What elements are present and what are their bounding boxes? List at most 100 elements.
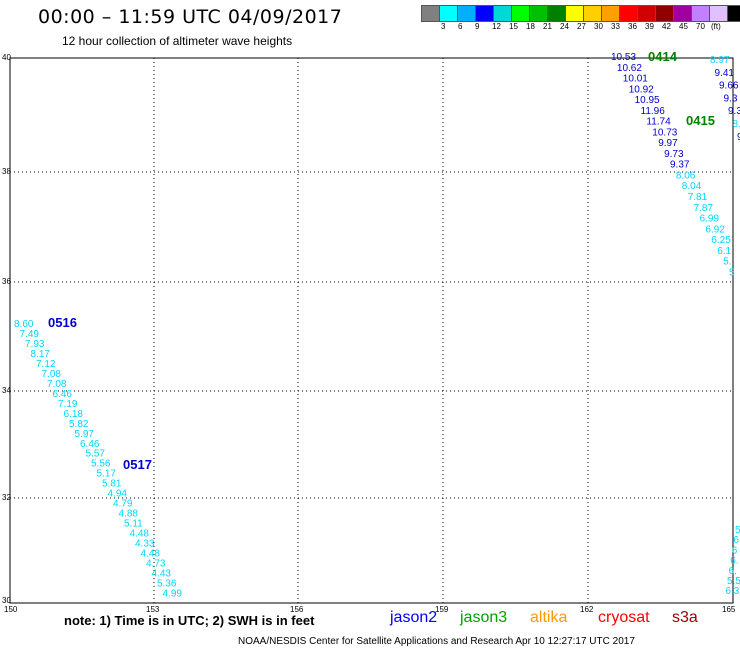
wave-height-value: 5.82 bbox=[69, 419, 89, 430]
wave-height-value: 5 bbox=[735, 525, 740, 536]
wave-height-value: 7.81 bbox=[688, 192, 708, 203]
wave-height-value: 4.48 bbox=[130, 529, 150, 540]
wave-height-value: 4.94 bbox=[108, 489, 128, 500]
satellite-name: s3a bbox=[672, 609, 698, 626]
lat-axis-label: 40 bbox=[2, 53, 11, 62]
legend-label: 9 bbox=[475, 22, 480, 31]
wave-height-value: 7.93 bbox=[25, 339, 45, 350]
footer-credit: NOAA/NESDIS Center for Satellite Applica… bbox=[238, 636, 635, 647]
color-legend-labels: 3 6 9 12 15 18 21 24 27 30 33 36 39 42 45 70 (ft) bbox=[422, 22, 740, 32]
wave-height-value: 8.06 bbox=[676, 170, 696, 181]
wave-height-value: 7.08 bbox=[42, 369, 62, 380]
wave-height-value: 5.36 bbox=[157, 578, 177, 589]
wave-height-value: 9.41 bbox=[715, 68, 735, 79]
page-title: 00:00 – 11:59 UTC 04/09/2017 bbox=[38, 6, 343, 28]
wave-height-value: 4.43 bbox=[152, 569, 172, 580]
satellite-name: altika bbox=[530, 609, 568, 626]
wave-height-value: 11.74 bbox=[646, 117, 671, 128]
wave-height-value: 10.53 bbox=[611, 52, 636, 63]
wave-height-value: 9.66 bbox=[719, 81, 739, 92]
lon-axis-label: 150 bbox=[4, 605, 18, 614]
legend-label: 15 bbox=[509, 22, 518, 31]
color-legend bbox=[421, 5, 740, 22]
pass-time-label: 0415 bbox=[686, 113, 715, 128]
wave-height-value: 4.99 bbox=[163, 588, 183, 599]
legend-label: 36 bbox=[628, 22, 637, 31]
wave-height-value: 7.12 bbox=[36, 359, 56, 370]
wave-height-value: 9.3 bbox=[728, 106, 740, 117]
wave-height-value: 4.79 bbox=[113, 499, 133, 510]
wave-height-value: 9.37 bbox=[670, 160, 690, 171]
wave-height-value: 6.3 bbox=[725, 586, 739, 597]
wave-height-value: 4.73 bbox=[146, 559, 166, 570]
wave-height-value: 8. bbox=[733, 119, 740, 130]
wave-height-value: 9.3 bbox=[724, 93, 738, 104]
legend-label: (ft) bbox=[711, 22, 721, 31]
lon-axis-label: 156 bbox=[290, 605, 304, 614]
legend-label: 42 bbox=[662, 22, 671, 31]
wave-height-value: 6.18 bbox=[64, 409, 84, 420]
wave-height-value: 7.08 bbox=[47, 379, 67, 390]
wave-height-value: 10.62 bbox=[617, 63, 642, 74]
lon-axis-label: 153 bbox=[146, 605, 160, 614]
wave-height-value: 8.17 bbox=[31, 349, 51, 360]
wave-height-value: 5 bbox=[729, 267, 735, 278]
wave-height-value: 5.5 bbox=[727, 576, 740, 587]
legend-label: 24 bbox=[560, 22, 569, 31]
wave-height-value: 7.87 bbox=[694, 203, 714, 214]
satellite-name: jason3 bbox=[460, 609, 508, 626]
wave-height-value: 8.60 bbox=[14, 319, 34, 330]
wave-height-value: 11.96 bbox=[641, 106, 666, 117]
wave-height-value: 4.48 bbox=[141, 549, 161, 560]
footer-note: note: 1) Time is in UTC; 2) SWH is in fe… bbox=[64, 613, 315, 628]
wave-height-value: 5.57 bbox=[86, 449, 106, 460]
wave-height-value: 6.92 bbox=[705, 224, 725, 235]
wave-height-value: 6 bbox=[732, 545, 738, 556]
legend-label: 39 bbox=[645, 22, 654, 31]
wave-height-value: 10.73 bbox=[652, 127, 677, 138]
wave-height-value: 6 bbox=[733, 535, 739, 546]
pass-time-label: 0516 bbox=[48, 315, 77, 330]
wave-height-value: 8.97 bbox=[710, 55, 730, 66]
satellite-name: jason2 bbox=[390, 609, 438, 626]
wave-height-value: 6.46 bbox=[53, 389, 73, 400]
wave-height-value: 10.95 bbox=[635, 95, 660, 106]
legend-label: 30 bbox=[594, 22, 603, 31]
wave-height-value: 5.17 bbox=[97, 469, 117, 480]
lat-axis-label: 38 bbox=[2, 167, 11, 176]
legend-swatch bbox=[727, 5, 740, 22]
wave-height-value: 9 bbox=[737, 132, 740, 143]
wave-height-value: 5.81 bbox=[102, 479, 122, 490]
wave-height-value: 9.97 bbox=[658, 138, 678, 149]
wave-height-value: 5. bbox=[723, 257, 731, 268]
pass-time-label: 0517 bbox=[123, 457, 152, 472]
legend-label: 6 bbox=[458, 22, 463, 31]
lat-axis-label: 34 bbox=[2, 386, 11, 395]
legend-label: 12 bbox=[492, 22, 501, 31]
wave-height-value: 8.04 bbox=[682, 181, 702, 192]
wave-height-value: 6.46 bbox=[80, 439, 100, 450]
lon-axis-label: 162 bbox=[580, 605, 594, 614]
pass-time-label: 0414 bbox=[648, 49, 678, 64]
lat-axis-label: 32 bbox=[2, 493, 11, 502]
wave-height-value: 6.99 bbox=[700, 214, 720, 225]
legend-label: 70 bbox=[696, 22, 705, 31]
page-subtitle: 12 hour collection of altimeter wave hei… bbox=[62, 34, 293, 48]
legend-label: 18 bbox=[526, 22, 535, 31]
wave-height-value: 6. bbox=[729, 566, 737, 577]
wave-height-value: 7.19 bbox=[58, 399, 78, 410]
wave-height-value: 4.33 bbox=[135, 539, 155, 550]
satellite-name: cryosat bbox=[598, 609, 650, 626]
wave-height-value: 9.73 bbox=[664, 149, 684, 160]
lon-axis-label: 159 bbox=[435, 605, 449, 614]
wave-height-value: 10.01 bbox=[623, 74, 648, 85]
wave-height-value: 6. bbox=[730, 556, 738, 567]
legend-label: 3 bbox=[441, 22, 446, 31]
wave-height-value: 4.88 bbox=[119, 509, 139, 520]
wave-height-value: 6.1 bbox=[717, 246, 731, 257]
lat-axis-label: 36 bbox=[2, 277, 11, 286]
map-frame bbox=[9, 57, 734, 604]
legend-label: 27 bbox=[577, 22, 586, 31]
wave-height-value: 7.49 bbox=[20, 329, 40, 340]
